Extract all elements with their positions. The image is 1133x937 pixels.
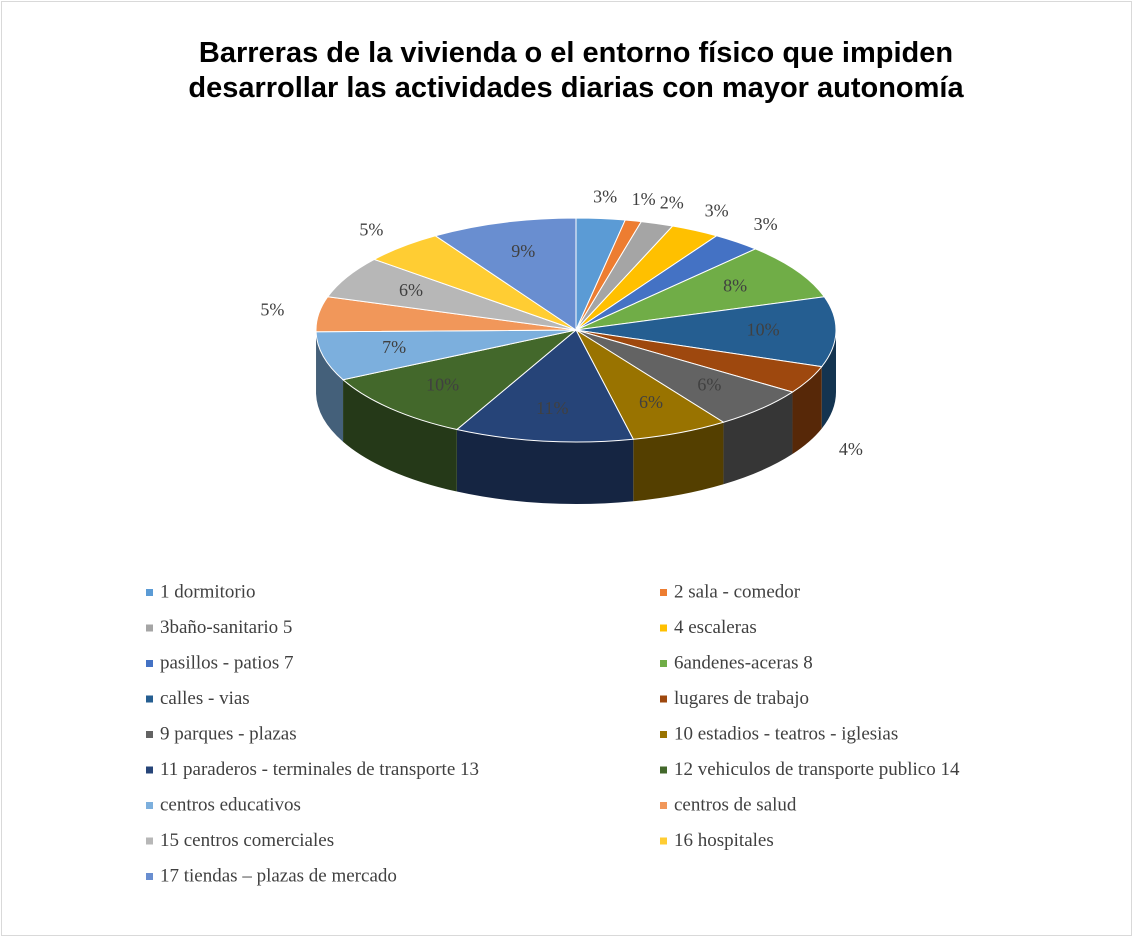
- data-label: 7%: [382, 337, 406, 357]
- data-label: 5%: [359, 220, 383, 240]
- legend-swatch: [660, 766, 667, 774]
- legend-swatch: [660, 695, 667, 703]
- pie-side: [316, 331, 344, 442]
- legend-label: 6andenes-aceras 8: [674, 652, 813, 673]
- chart-title: Barreras de la vivienda o el entorno fís…: [199, 37, 953, 69]
- legend-label: 11 paraderos - terminales de transporte …: [160, 759, 479, 780]
- legend-swatch: [660, 802, 667, 809]
- legend-label: centros de salud: [674, 794, 797, 815]
- data-label: 4%: [839, 439, 863, 459]
- legend-label: centros educativos: [160, 794, 301, 815]
- legend-swatch: [660, 624, 667, 632]
- pie-side: [343, 379, 457, 492]
- pie-side: [633, 422, 724, 502]
- pie-slice: [341, 329, 577, 431]
- legend-swatch: [146, 695, 153, 703]
- data-label: 2%: [660, 193, 684, 213]
- pie-side: [456, 429, 634, 504]
- data-label: 5%: [260, 299, 284, 319]
- pie-side: [792, 366, 822, 455]
- pie-side: [821, 330, 836, 429]
- legend-swatch: [146, 837, 153, 845]
- data-label: 6%: [399, 280, 423, 300]
- data-label: 3%: [593, 187, 617, 207]
- legend-label: 4 escaleras: [674, 617, 757, 638]
- data-label: 9%: [511, 241, 535, 261]
- data-label: 1%: [632, 189, 656, 209]
- legend-label: 9 parques - plazas: [160, 723, 297, 744]
- legend-label: 2 sala - comedor: [674, 581, 801, 602]
- legend-label: 3baño-sanitario 5: [160, 617, 292, 638]
- pie-slice: [455, 329, 635, 443]
- pie-slice: [575, 296, 837, 368]
- legend-swatch: [660, 589, 667, 596]
- legend-swatch: [146, 660, 153, 667]
- legend-label: 1 dormitorio: [160, 581, 256, 602]
- pie-slice: [315, 329, 577, 381]
- legend-swatch: [146, 731, 153, 738]
- legend-label: 17 tiendas – plazas de mercado: [160, 865, 397, 886]
- legend-swatch: [146, 624, 153, 632]
- data-label: 6%: [639, 392, 663, 412]
- pie-slice: [575, 248, 826, 331]
- legend-label: lugares de trabajo: [674, 688, 809, 709]
- legend-label: 15 centros comerciales: [160, 830, 334, 851]
- legend-swatch: [660, 660, 667, 667]
- data-label: 10%: [426, 375, 459, 395]
- legend-label: 10 estadios - teatros - iglesias: [674, 723, 898, 744]
- legend-label: calles - vias: [160, 688, 250, 709]
- legend-label: pasillos - patios 7: [160, 652, 294, 673]
- legend-swatch: [146, 589, 153, 596]
- legend-label: 12 vehiculos de transporte publico 14: [674, 759, 960, 780]
- legend-swatch: [660, 731, 667, 738]
- data-label: 8%: [723, 276, 747, 296]
- legend-label: 16 hospitales: [674, 830, 774, 851]
- data-label: 11%: [536, 398, 568, 418]
- data-label: 10%: [747, 319, 780, 339]
- legend-swatch: [146, 766, 153, 774]
- legend-swatch: [146, 873, 153, 880]
- pie-slice: [434, 217, 577, 331]
- data-label: 6%: [697, 375, 721, 395]
- legend-swatch: [146, 802, 153, 809]
- pie-side: [723, 392, 793, 485]
- legend-swatch: [660, 837, 667, 845]
- data-label: 3%: [754, 214, 778, 234]
- chart-title: desarrollar las actividades diarias con …: [188, 72, 964, 104]
- data-label: 3%: [705, 201, 729, 221]
